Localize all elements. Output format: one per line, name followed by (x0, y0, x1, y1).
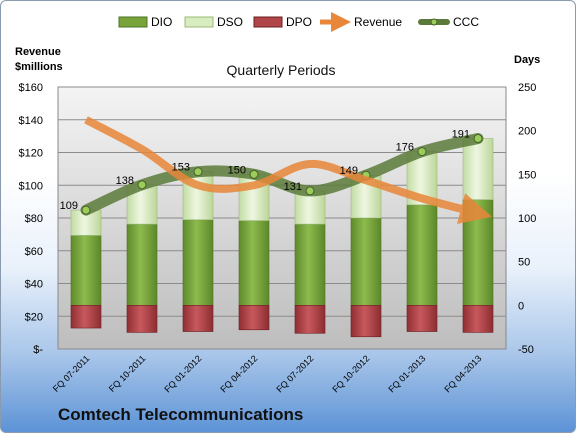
left-axis-title-line2: $millions (15, 61, 63, 73)
left-axis-title-line1: Revenue (15, 46, 61, 58)
left-tick-label: $80 (25, 213, 43, 225)
right-axis-title: Days (514, 54, 541, 66)
dpo-bar (350, 305, 382, 338)
dio-bar (462, 199, 494, 306)
category-label: FQ 10-2012 (330, 353, 371, 394)
ccc-point (305, 186, 315, 196)
ccc-point (81, 205, 91, 215)
left-tick-label: $120 (19, 148, 43, 160)
left-tick-label: $40 (25, 279, 43, 291)
right-tick-label: 0 (518, 300, 524, 312)
ccc-point (473, 134, 483, 144)
ccc-data-label: 191 (452, 129, 470, 141)
left-tick-label: $60 (25, 246, 43, 258)
category-label: FQ 07-2012 (274, 353, 315, 394)
dso-bar (294, 190, 326, 225)
dio-bar (238, 220, 270, 306)
legend-point-ccc (430, 18, 438, 26)
dio-bar (182, 219, 214, 306)
dpo-bar (294, 305, 326, 334)
right-tick-label: 200 (518, 126, 536, 138)
category-label: FQ 01-2013 (386, 353, 427, 394)
category-label: FQ 04-2013 (442, 353, 483, 394)
ccc-point (249, 169, 259, 179)
ccc-point (193, 167, 203, 177)
dio-bar (350, 217, 382, 306)
ccc-point (137, 180, 147, 190)
legend-swatch-dso (184, 16, 214, 28)
dso-bar (462, 138, 494, 200)
ccc-data-label: 150 (228, 164, 246, 176)
chart-title: Quarterly Periods (226, 62, 336, 78)
dpo-bar (126, 305, 158, 333)
right-tick-label: -50 (518, 344, 534, 356)
left-tick-label: $20 (25, 311, 43, 323)
legend-label-ccc: CCC (453, 15, 479, 29)
category-label: FQ 10-2011 (107, 353, 148, 394)
right-tick-label: 250 (518, 82, 536, 94)
ccc-data-label: 131 (284, 181, 302, 193)
dio-bar (70, 235, 102, 306)
legend-label-revenue: Revenue (354, 15, 402, 29)
dio-bar (294, 223, 326, 306)
left-tick-label: $140 (19, 115, 43, 127)
left-tick-label: $- (33, 344, 43, 356)
dio-bar (126, 223, 158, 306)
category-label: FQ 07-2011 (51, 353, 92, 394)
ccc-data-label: 138 (116, 175, 134, 187)
company-name: Comtech Telecommunications (58, 405, 304, 424)
right-tick-label: 50 (518, 257, 530, 269)
dpo-bar (238, 305, 270, 331)
ccc-line (80, 133, 484, 216)
legend-label-dso: DSO (217, 15, 243, 29)
dio-bar (406, 204, 438, 306)
ccc-data-label: 149 (340, 165, 358, 177)
dpo-bar (462, 305, 494, 333)
ccc-data-label: 153 (172, 162, 190, 174)
legend-swatch-dio (118, 16, 148, 28)
dpo-bar (182, 305, 214, 332)
category-label: FQ 04-2012 (218, 353, 259, 394)
legend-swatch-dpo (253, 16, 283, 28)
ccc-point (417, 147, 427, 157)
ccc-data-label: 109 (60, 200, 78, 212)
dpo-bar (70, 305, 102, 329)
category-label: FQ 01-2012 (162, 353, 203, 394)
legend-label-dio: DIO (151, 15, 172, 29)
left-tick-label: $160 (19, 82, 43, 94)
left-tick-label: $100 (19, 180, 43, 192)
ccc-data-label: 176 (396, 142, 414, 154)
dpo-bar (406, 305, 438, 332)
legend-label-dpo: DPO (286, 15, 312, 29)
revenue-line (84, 116, 492, 225)
right-tick-label: 150 (518, 169, 536, 181)
right-tick-label: 100 (518, 213, 536, 225)
